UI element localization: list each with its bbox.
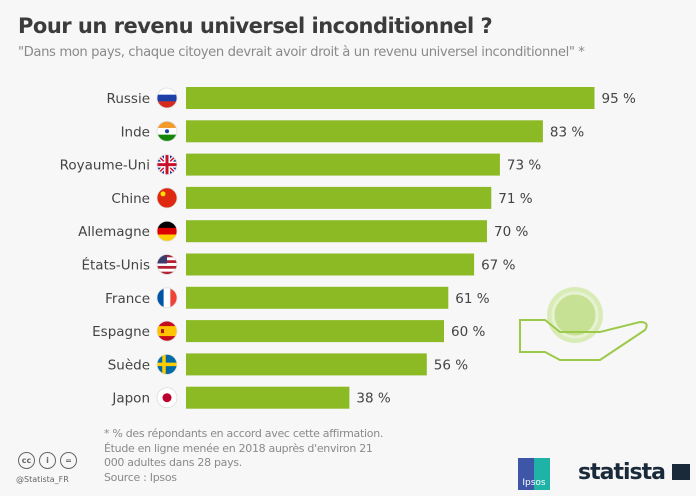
ipsos-logo: Ipsos	[518, 458, 550, 490]
china-flag-icon	[157, 187, 177, 208]
flag-border	[156, 187, 178, 209]
usa-flag-icon	[157, 254, 177, 275]
footnote-note: * % des répondants en accord avec cette …	[104, 427, 384, 440]
france-flag-icon	[157, 287, 177, 308]
cc-icon: cc	[18, 452, 35, 469]
flag-border	[156, 120, 178, 142]
category-label: Royaume-Uni	[60, 158, 150, 174]
category-label: États-Unis	[81, 257, 150, 274]
statista-wordmark: statista	[578, 460, 666, 485]
bar	[186, 286, 449, 309]
flag-border	[156, 287, 178, 309]
no-derivatives-icon: =	[60, 452, 77, 469]
creative-commons-icons: cc i =	[18, 452, 77, 469]
bar	[186, 253, 475, 276]
bar	[186, 320, 444, 343]
bar	[186, 120, 543, 143]
value-label: 67 %	[481, 258, 515, 274]
russia-flag-icon	[157, 88, 177, 108]
japan-flag-icon	[157, 387, 177, 408]
category-label: Japon	[111, 391, 150, 407]
flag-border	[156, 353, 178, 375]
bar	[186, 220, 487, 243]
statista-mark-icon	[671, 464, 690, 480]
bar	[186, 353, 427, 376]
value-label: 70 %	[494, 224, 528, 240]
bar	[186, 87, 595, 109]
flag-border	[156, 320, 178, 342]
twitter-handle: @Statista_FR	[16, 475, 69, 484]
category-label: France	[105, 291, 150, 307]
hand-coin-illustration	[519, 287, 648, 361]
value-label: 38 %	[356, 391, 390, 407]
flag-border	[156, 254, 178, 275]
value-label: 56 %	[434, 357, 468, 373]
flag-border	[156, 387, 178, 409]
flag-border	[156, 154, 178, 176]
footnotes: * % des répondants en accord avec cette …	[104, 427, 394, 485]
uk-flag-icon	[157, 154, 177, 175]
india-flag-icon	[157, 121, 177, 142]
category-label: Chine	[111, 191, 150, 207]
bar	[186, 186, 492, 209]
value-label: 61 %	[455, 291, 489, 307]
category-label: Allemagne	[78, 224, 150, 240]
value-label: 73 %	[507, 158, 541, 174]
value-label: 71 %	[498, 191, 532, 207]
flag-border	[156, 87, 178, 109]
value-label: 95 %	[602, 91, 636, 107]
value-label: 83 %	[550, 124, 584, 140]
bar	[186, 386, 350, 409]
category-label: Inde	[121, 124, 150, 140]
statista-logo: statista	[578, 460, 690, 485]
category-label: Suède	[108, 357, 150, 373]
spain-flag-icon	[157, 321, 177, 342]
bar	[186, 153, 500, 176]
footnote-source: Source : Ipsos	[104, 470, 177, 484]
value-label: 60 %	[451, 324, 485, 340]
germany-flag-icon	[157, 221, 177, 242]
chart-title: Pour un revenu universel inconditionnel …	[18, 14, 493, 38]
sweden-flag-icon	[157, 354, 177, 375]
chart-subtitle: "Dans mon pays, chaque citoyen devrait a…	[18, 45, 585, 60]
flag-border	[156, 220, 178, 242]
attribution-icon: i	[39, 452, 56, 469]
category-label: Espagne	[92, 324, 150, 340]
footnote-study: Étude en ligne menée en 2018 auprès d'en…	[104, 441, 373, 470]
category-label: Russie	[107, 91, 150, 107]
